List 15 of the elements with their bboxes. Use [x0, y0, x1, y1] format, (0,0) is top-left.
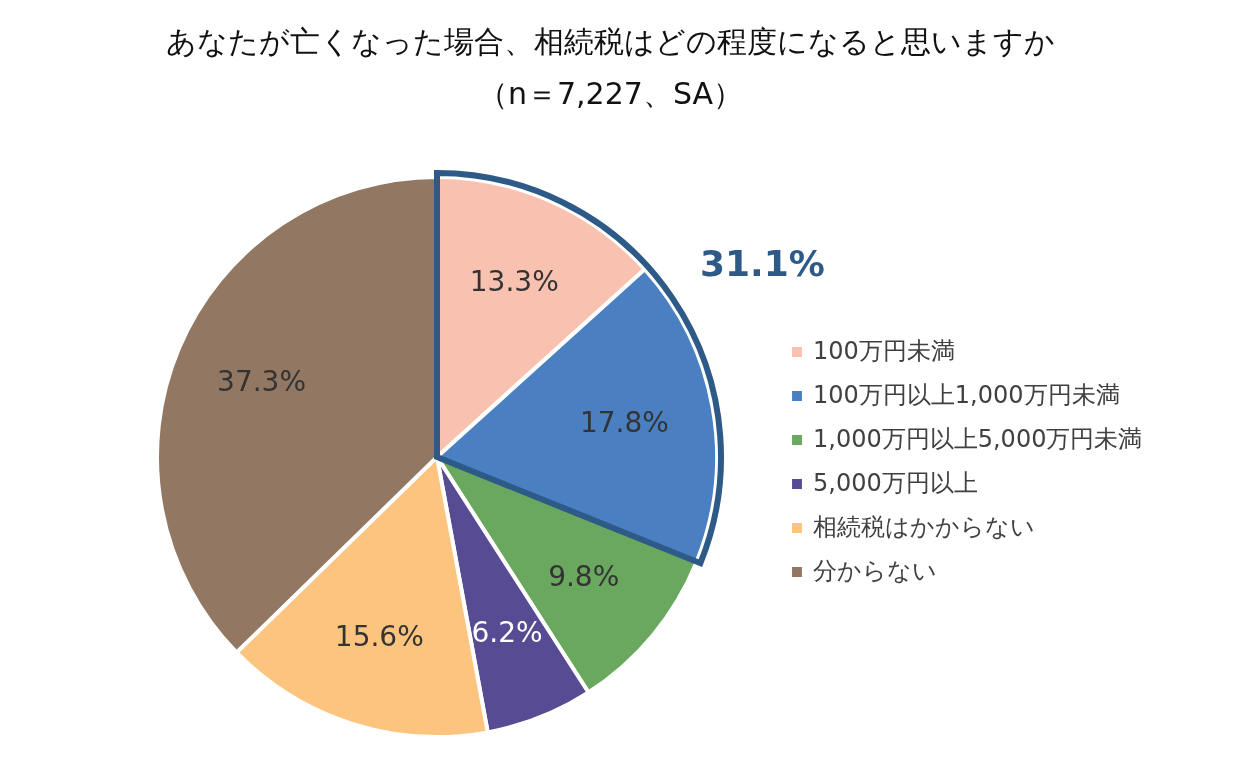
- legend-label: 100万円以上1,000万円未満: [813, 381, 1120, 409]
- data-label: 15.6%: [334, 620, 424, 654]
- legend-label: 1,000万円以上5,000万円未満: [813, 425, 1143, 453]
- legend-label: 5,000万円以上: [813, 469, 978, 497]
- text: 31.1%: [700, 243, 825, 284]
- data-label: 9.8%: [548, 560, 620, 594]
- chart-title: あなたが亡くなった場合、相続税はどの程度になると思いますか: [166, 24, 1055, 59]
- data-label: 37.3%: [217, 365, 307, 399]
- data-label: 13.3%: [469, 264, 559, 298]
- data-label: 17.8%: [579, 405, 669, 439]
- legend-label: 100万円未満: [813, 337, 955, 365]
- chart-subtitle: （n＝7,227、SA）: [477, 76, 744, 111]
- data-label: 6.2%: [471, 616, 543, 650]
- legend-label: 分からない: [813, 557, 937, 585]
- legend-label: 相続税はかからない: [813, 513, 1035, 541]
